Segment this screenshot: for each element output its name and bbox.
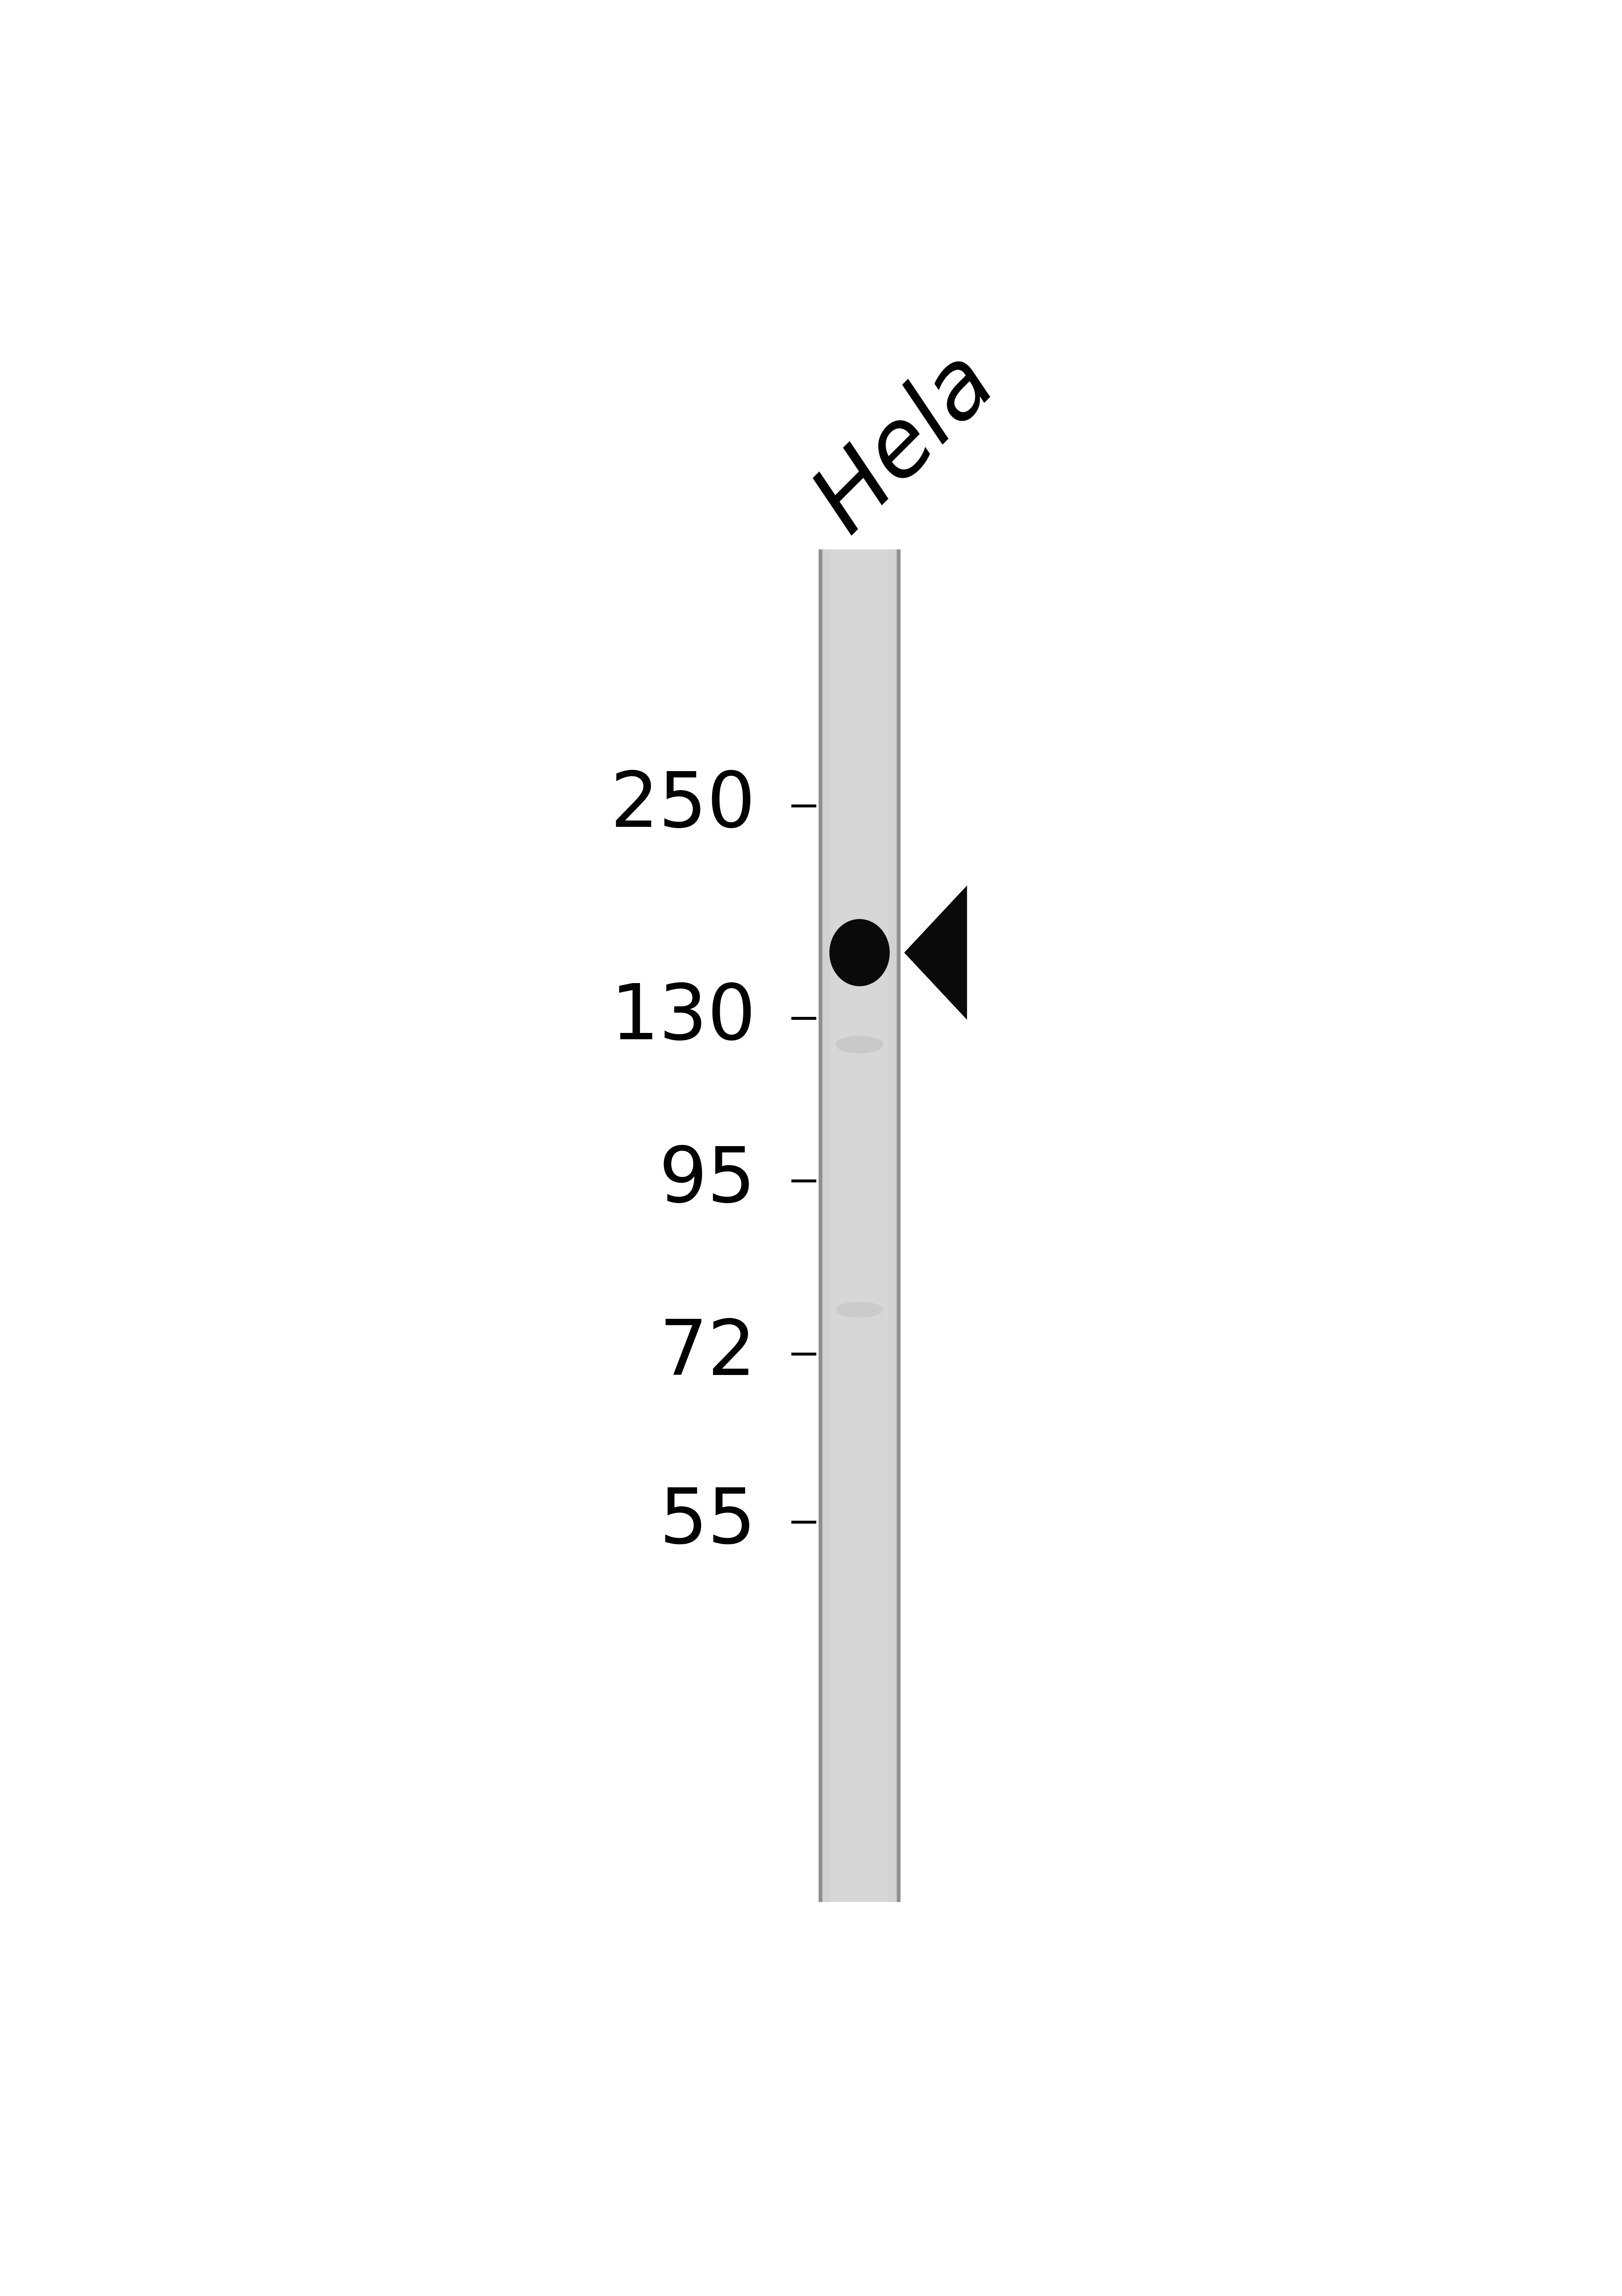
Ellipse shape bbox=[829, 918, 890, 987]
Text: 250: 250 bbox=[610, 769, 756, 843]
Bar bbox=[897, 549, 900, 1901]
Bar bbox=[819, 549, 822, 1901]
Polygon shape bbox=[903, 886, 967, 1019]
Bar bbox=[819, 549, 900, 1901]
Ellipse shape bbox=[835, 1035, 884, 1054]
Text: 95: 95 bbox=[659, 1143, 756, 1217]
Text: Hela: Hela bbox=[798, 335, 1012, 549]
Ellipse shape bbox=[835, 1302, 884, 1318]
Text: 130: 130 bbox=[610, 980, 756, 1056]
Bar bbox=[830, 549, 889, 1901]
Text: 55: 55 bbox=[659, 1486, 756, 1559]
Text: 72: 72 bbox=[659, 1318, 756, 1391]
